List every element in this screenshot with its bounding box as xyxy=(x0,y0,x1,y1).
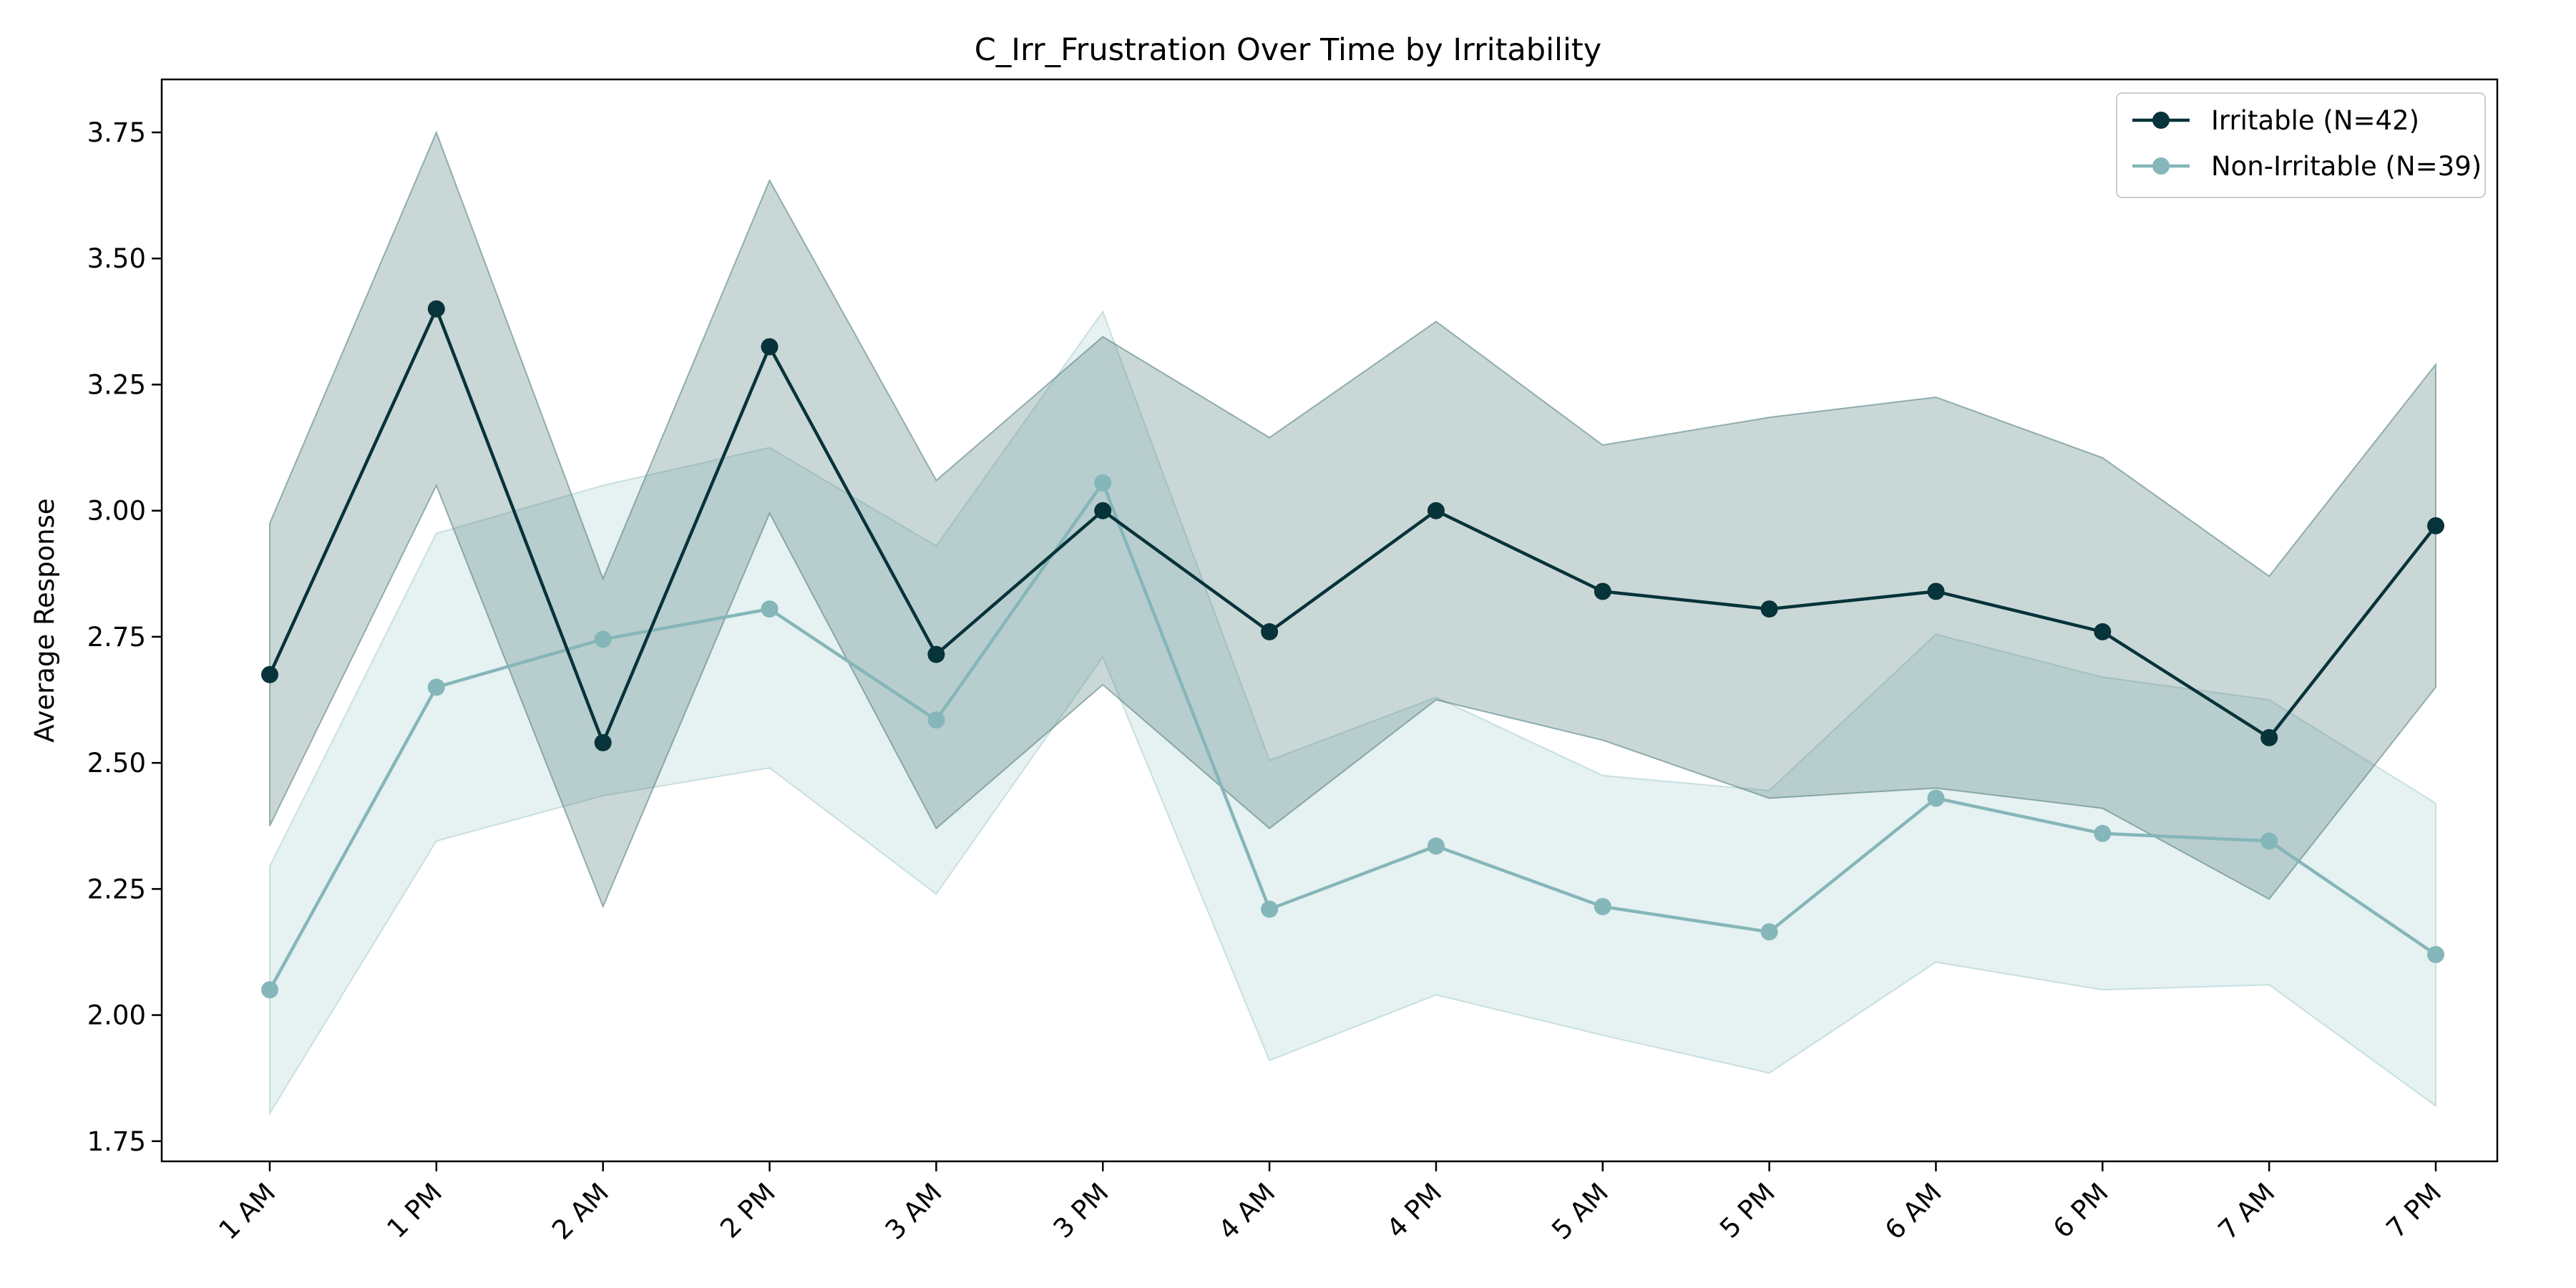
x-tick-label: 7 AM xyxy=(2212,1177,2281,1246)
data-point-irritable xyxy=(1760,600,1778,618)
data-point-irritable xyxy=(1261,623,1279,640)
data-point-non-irritable xyxy=(1094,474,1112,492)
data-point-non-irritable xyxy=(594,630,612,648)
legend-marker-non-irritable xyxy=(2152,157,2170,175)
x-tick-label: 1 PM xyxy=(381,1177,448,1244)
legend: Irritable (N=42) Non-Irritable (N=39) xyxy=(2116,92,2486,198)
chart-title: C_Irr_Frustration Over Time by Irritabil… xyxy=(975,32,1601,68)
x-tick-label: 4 AM xyxy=(1213,1177,1282,1246)
confidence-band-irritable xyxy=(269,130,2436,909)
series-line-non-irritable xyxy=(268,481,2437,991)
x-tick-label: 5 PM xyxy=(1714,1177,1781,1244)
confidence-bands xyxy=(269,130,2436,1116)
data-point-irritable xyxy=(1594,582,1611,600)
legend-label-irritable: Irritable (N=42) xyxy=(2211,105,2419,136)
x-tick-label: 2 AM xyxy=(546,1177,615,1246)
x-tick-label: 2 PM xyxy=(714,1177,781,1244)
data-point-non-irritable xyxy=(1594,898,1611,915)
x-tick-label: 4 PM xyxy=(1381,1177,1448,1244)
data-point-non-irritable xyxy=(261,981,278,999)
y-axis-ticks: 1.75 2.00 2.25 2.50 2.75 3.00 3.25 3.50 3.75 xyxy=(87,117,162,1157)
data-point-irritable xyxy=(1927,582,1945,600)
series-lines xyxy=(268,307,2437,991)
data-point-irritable xyxy=(2260,728,2278,746)
x-tick-label: 5 AM xyxy=(1546,1177,1614,1246)
data-point-non-irritable xyxy=(1760,923,1778,941)
series-line-irritable xyxy=(268,307,2437,745)
confidence-band-non-irritable xyxy=(269,310,2436,1116)
legend-box xyxy=(2116,92,2486,198)
data-point-non-irritable xyxy=(1927,789,1945,807)
plot-area-frame xyxy=(160,78,2499,1163)
x-tick-label: 1 AM xyxy=(213,1177,282,1246)
y-tick-label: 2.25 xyxy=(87,874,146,904)
y-tick-label: 3.50 xyxy=(87,243,146,274)
y-axis-label: Average Response xyxy=(29,498,60,742)
data-point-non-irritable xyxy=(927,711,945,729)
y-tick-label: 1.75 xyxy=(87,1126,146,1157)
data-point-irritable xyxy=(1427,502,1445,519)
x-tick-label: 3 PM xyxy=(1048,1177,1115,1244)
data-point-irritable xyxy=(2094,623,2112,640)
data-point-irritable xyxy=(927,645,945,663)
x-axis-ticks: 1 AM 1 PM 2 AM 2 PM 3 AM 3 PM 4 AM 4 PM 5 AM 5 PM… xyxy=(213,1161,2448,1246)
y-tick-label: 3.00 xyxy=(87,496,146,527)
y-tick-label: 3.25 xyxy=(87,369,146,400)
data-point-non-irritable xyxy=(2427,946,2444,963)
data-point-non-irritable xyxy=(1261,900,1279,918)
data-point-non-irritable xyxy=(1427,837,1445,855)
x-tick-label: 6 AM xyxy=(1879,1177,1948,1246)
x-tick-label: 6 PM xyxy=(2047,1177,2114,1244)
data-point-irritable xyxy=(427,300,445,318)
data-point-irritable xyxy=(1094,502,1112,519)
y-tick-label: 2.75 xyxy=(87,622,146,653)
y-tick-label: 2.00 xyxy=(87,1000,146,1031)
legend-label-non-irritable: Non-Irritable (N=39) xyxy=(2211,151,2482,182)
y-tick-label: 2.50 xyxy=(87,748,146,779)
data-point-irritable xyxy=(261,665,278,683)
data-point-non-irritable xyxy=(2094,824,2112,842)
data-point-non-irritable xyxy=(761,600,779,618)
y-tick-label: 3.75 xyxy=(87,117,146,148)
data-point-irritable xyxy=(2427,517,2444,535)
data-point-non-irritable xyxy=(2260,832,2278,850)
legend-marker-irritable xyxy=(2152,112,2170,129)
data-point-irritable xyxy=(594,733,612,751)
data-point-irritable xyxy=(761,338,779,356)
x-tick-label: 3 AM xyxy=(879,1177,948,1246)
data-point-non-irritable xyxy=(427,678,445,696)
series-points xyxy=(261,300,2444,999)
x-tick-label: 7 PM xyxy=(2381,1177,2448,1244)
